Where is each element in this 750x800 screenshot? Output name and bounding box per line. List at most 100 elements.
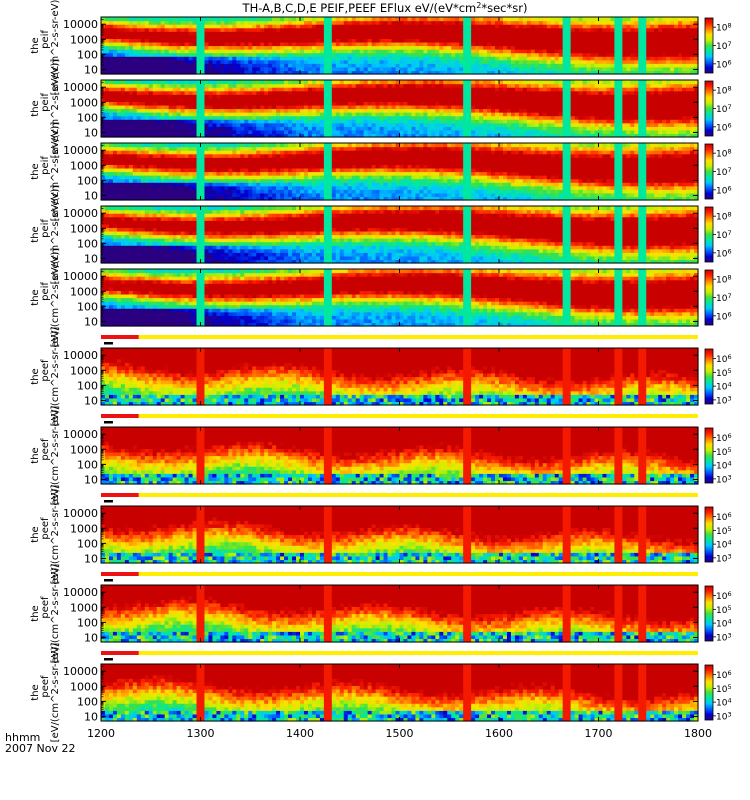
spectrogram-cell <box>204 17 209 21</box>
spectrogram-cell <box>539 24 544 28</box>
spectrogram-cell <box>157 67 162 71</box>
spectrogram-cell <box>181 24 186 28</box>
spectrogram-cell <box>539 38 544 42</box>
spectrogram-cell <box>129 56 134 60</box>
spectrogram-cell <box>455 21 460 25</box>
spectrogram-cell <box>527 63 532 67</box>
spectrogram-cell <box>328 67 333 71</box>
spectrogram-cell <box>423 21 428 25</box>
spectrogram-cell <box>419 63 424 67</box>
spectrogram-cell <box>368 17 373 21</box>
spectrogram-cell <box>364 17 369 21</box>
spectrogram-cell <box>439 53 444 57</box>
spectrogram-cell <box>471 31 476 35</box>
spectrogram-cell <box>228 24 233 28</box>
spectrogram-cell <box>340 21 345 25</box>
spectrogram-cell <box>407 31 412 35</box>
spectrogram-cell <box>376 67 381 71</box>
spectrogram-cell <box>125 21 130 25</box>
spectrogram-cell <box>364 42 369 46</box>
spectrogram-cell <box>105 28 110 32</box>
spectrogram-cell <box>471 21 476 25</box>
spectrogram-cell <box>356 38 361 42</box>
spectrogram-cell <box>415 17 420 21</box>
spectrogram-cell <box>228 28 233 32</box>
spectrogram-cell <box>491 24 496 28</box>
spectrogram-cell <box>121 17 126 21</box>
spectrogram-cell <box>224 67 229 71</box>
spectrogram-cell <box>451 24 456 28</box>
spectrogram-cell <box>216 60 221 64</box>
spectrogram-cell <box>320 53 325 57</box>
spectrogram-cell <box>236 56 241 60</box>
spectrogram-cell <box>499 63 504 67</box>
spectrogram-cell <box>368 56 373 60</box>
spectrogram-cell <box>248 49 253 53</box>
spectrogram-cell <box>515 28 520 32</box>
spectrogram-cell <box>523 53 528 57</box>
spectrogram-cell <box>153 28 158 32</box>
spectrogram-cell <box>105 56 110 60</box>
spectrogram-cell <box>539 56 544 60</box>
spectrogram-cell <box>519 60 524 64</box>
spectrogram-cell <box>125 49 130 53</box>
spectrogram-cell <box>400 53 405 57</box>
spectrogram-cell <box>535 63 540 67</box>
spectrogram-cell <box>272 28 277 32</box>
spectrogram-cell <box>539 31 544 35</box>
spectrogram-cell <box>316 21 321 25</box>
spectrogram-cell <box>487 24 492 28</box>
spectrogram-cell <box>328 31 333 35</box>
spectrogram-cell <box>113 53 118 57</box>
spectrogram-cell <box>292 28 297 32</box>
spectrogram-cell <box>527 56 532 60</box>
spectrogram-cell <box>539 60 544 64</box>
spectrogram-cell <box>491 31 496 35</box>
spectrogram-cell <box>292 46 297 50</box>
spectrogram-cell <box>236 28 241 32</box>
spectrogram-cell <box>479 63 484 67</box>
spectrogram-cell <box>300 31 305 35</box>
spectrogram-cell <box>380 42 385 46</box>
spectrogram-cell <box>324 67 329 71</box>
spectrogram-cell <box>407 21 412 25</box>
spectrogram-cell <box>240 35 245 39</box>
spectrogram-cell <box>177 21 182 25</box>
spectrogram-cell <box>503 21 508 25</box>
spectrogram-cell <box>443 42 448 46</box>
spectrogram-cell <box>547 17 552 21</box>
spectrogram-cell <box>212 42 217 46</box>
spectrogram-cell <box>503 38 508 42</box>
spectrogram-cell <box>181 56 186 60</box>
spectrogram-cell <box>256 24 261 28</box>
spectrogram-cell <box>125 46 130 50</box>
spectrogram-cell <box>169 35 174 39</box>
spectrogram-cell <box>280 24 285 28</box>
spectrogram-cell <box>503 56 508 60</box>
spectrogram-cell <box>499 53 504 57</box>
spectrogram-cell <box>431 56 436 60</box>
spectrogram-cell <box>396 49 401 53</box>
spectrogram-cell <box>312 17 317 21</box>
spectrogram-cell <box>451 49 456 53</box>
spectrogram-cell <box>276 38 281 42</box>
spectrogram-cell <box>348 67 353 71</box>
spectrogram-cell <box>483 67 488 71</box>
spectrogram-cell <box>495 63 500 67</box>
spectrogram-cell <box>137 63 142 67</box>
spectrogram-cell <box>400 49 405 53</box>
spectrogram-cell <box>499 17 504 21</box>
spectrogram-cell <box>312 38 317 42</box>
spectrogram-cell <box>328 42 333 46</box>
spectrogram-cell <box>483 38 488 42</box>
spectrogram-cell <box>312 31 317 35</box>
spectrogram-cell <box>256 63 261 67</box>
spectrogram-cell <box>308 35 313 39</box>
spectrogram-cell <box>336 24 341 28</box>
spectrogram-cell <box>511 35 516 39</box>
spectrogram-cell <box>459 42 464 46</box>
spectrogram-cell <box>356 35 361 39</box>
spectrogram-cell <box>368 35 373 39</box>
spectrogram-cell <box>340 67 345 71</box>
spectrogram-cell <box>511 60 516 64</box>
